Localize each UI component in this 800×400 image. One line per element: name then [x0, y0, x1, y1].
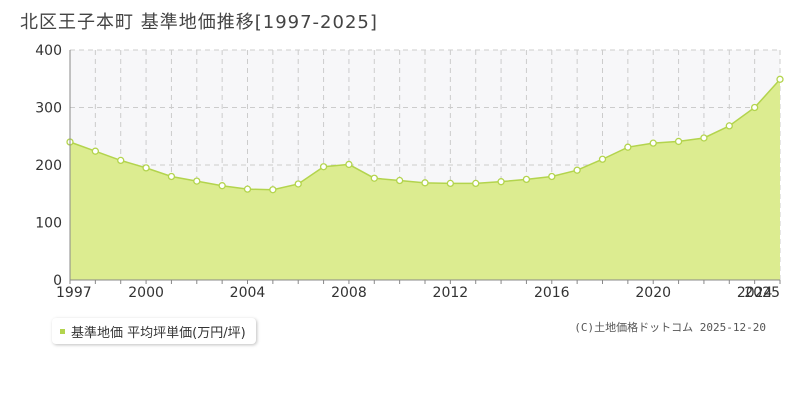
x-tick-label: 2012: [433, 285, 469, 301]
y-tick-label: 200: [35, 158, 62, 174]
data-point: [472, 179, 480, 188]
chart-legend: 基準地価 平均坪単価(万円/坪): [52, 318, 256, 344]
series-area: [70, 79, 780, 280]
data-point: [776, 75, 784, 83]
data-point: [243, 185, 252, 193]
x-tick-label: 2000: [128, 285, 164, 301]
data-point: [674, 137, 683, 146]
data-point: [117, 156, 125, 165]
data-point: [269, 186, 277, 194]
y-tick-label: 100: [35, 216, 62, 232]
y-tick-label: 400: [35, 43, 62, 59]
legend-swatch: [60, 328, 65, 334]
data-point: [91, 147, 100, 155]
x-tick-label: 2025: [744, 285, 780, 301]
data-point: [649, 139, 657, 147]
data-point: [446, 179, 455, 188]
chart-axes: [69, 50, 781, 284]
x-tick-label: 2020: [635, 285, 671, 301]
data-point: [370, 174, 378, 182]
data-point: [497, 178, 505, 186]
data-point: [548, 172, 556, 181]
data-point: [624, 143, 632, 151]
data-point: [167, 172, 176, 181]
data-point: [319, 163, 328, 171]
data-point: [345, 160, 353, 169]
x-tick-label: 1997: [56, 285, 92, 301]
data-point: [421, 179, 429, 187]
data-point: [142, 164, 150, 172]
chart-title: 北区王子本町 基準地価推移[1997-2025]: [20, 12, 378, 33]
x-tick-label: 2008: [331, 285, 367, 301]
data-point: [700, 134, 708, 142]
y-tick-label: 300: [35, 101, 62, 117]
legend-label: 基準地価 平均坪単価(万円/坪): [71, 325, 246, 341]
x-tick-label: 2016: [534, 285, 570, 301]
data-point: [725, 122, 733, 130]
data-point: [395, 176, 404, 185]
series-points: [66, 75, 784, 194]
data-point: [522, 175, 531, 184]
data-point: [193, 177, 201, 185]
x-tick-label: 2024: [737, 285, 773, 301]
y-tick-label: 0: [53, 273, 62, 289]
y-tick-labels: 0 100 200 300 400: [35, 43, 62, 289]
x-tick-label: 2004: [230, 285, 266, 301]
copyright-credit: (C)土地価格ドットコム 2025-12-20: [574, 321, 766, 334]
data-point: [573, 166, 581, 174]
data-point: [750, 103, 759, 112]
data-point: [294, 180, 302, 188]
data-point: [218, 182, 226, 190]
data-point: [598, 155, 607, 163]
